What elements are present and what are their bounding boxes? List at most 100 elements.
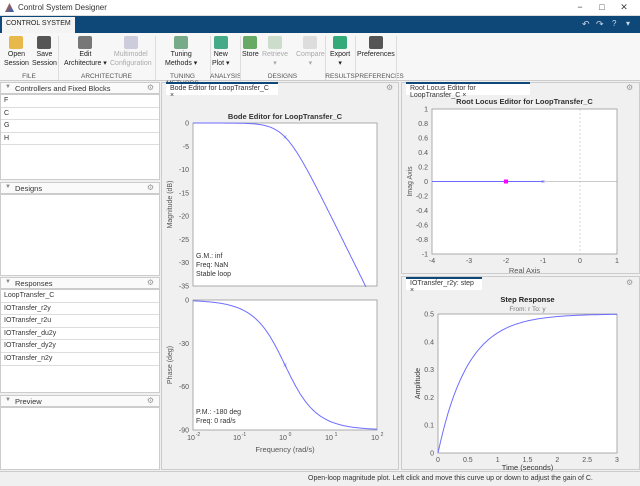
y-tick-label: -0.8 xyxy=(416,237,428,244)
x-tick-label: 0 xyxy=(578,258,582,265)
folder-icon xyxy=(9,36,24,49)
gear-icon[interactable]: ⚙ xyxy=(146,183,154,192)
button-label: ▾ xyxy=(338,59,342,67)
y-tick-label: -20 xyxy=(179,214,189,221)
list-item[interactable]: IOTransfer_r2y xyxy=(1,302,159,316)
collapse-icon[interactable]: ▼ xyxy=(5,84,11,90)
close-button[interactable]: ✕ xyxy=(620,2,628,12)
tab-label: Root Locus Editor for LoopTransfer_C xyxy=(410,85,476,99)
collapse-icon[interactable]: ▼ xyxy=(5,279,11,285)
gear-icon[interactable]: ⚙ xyxy=(626,278,634,287)
multimodel-icon xyxy=(123,36,138,49)
close-tab-icon[interactable]: × xyxy=(462,92,467,99)
list-item[interactable]: C xyxy=(1,107,159,121)
y-tick-label: -10 xyxy=(179,167,189,174)
edit-button[interactable]: Edit Architecture ▾ xyxy=(64,36,107,68)
save-button[interactable]: Save Session xyxy=(32,36,57,68)
undo-icon[interactable]: ↶ xyxy=(582,19,590,29)
x-axis-label: Real Axis xyxy=(509,266,541,275)
button-label: ▾ xyxy=(273,59,277,67)
divider xyxy=(240,36,241,80)
newplot-button[interactable]: New Plot ▾ xyxy=(212,36,230,68)
button-label: Compare xyxy=(296,51,325,58)
save-icon xyxy=(37,36,52,49)
redo-icon[interactable]: ↷ xyxy=(596,19,604,29)
list-item[interactable]: IOTransfer_du2y xyxy=(1,327,159,341)
tuning-button[interactable]: Tuning Methods ▾ xyxy=(165,36,197,68)
collapse-icon[interactable]: ▼ xyxy=(5,397,11,403)
y-tick-label: -30 xyxy=(179,341,189,348)
gear-icon[interactable]: ⚙ xyxy=(146,83,154,92)
status-text: Open-loop magnitude plot. Left click and… xyxy=(308,475,593,482)
collapse-ribbon-icon[interactable]: ▾ xyxy=(626,19,631,28)
divider xyxy=(396,36,397,80)
compare-button[interactable]: Compare ▾ xyxy=(296,36,325,68)
x-tick-exponent: 1 xyxy=(335,432,338,438)
preview-panel-header[interactable]: ▼ Preview ⚙ xyxy=(0,395,160,407)
list-item[interactable]: G xyxy=(1,120,159,133)
controllers-panel-header[interactable]: ▼ Controllers and Fixed Blocks ⚙ xyxy=(0,82,160,94)
gear-icon[interactable]: ⚙ xyxy=(146,278,154,287)
y-tick-label: 0 xyxy=(430,451,434,458)
help-icon[interactable]: ? xyxy=(612,19,617,28)
list-item[interactable]: IOTransfer_n2y xyxy=(1,352,159,366)
divider xyxy=(210,36,211,80)
gear-icon[interactable]: ⚙ xyxy=(626,83,634,92)
tab-step-response[interactable]: IOTransfer_r2y: step × xyxy=(406,277,482,294)
close-tab-icon[interactable]: × xyxy=(410,287,415,294)
magnitude-curve xyxy=(193,122,367,288)
y-axis-label: Magnitude (dB) xyxy=(167,181,174,229)
y-tick-label: -90 xyxy=(179,428,189,435)
list-item[interactable]: LoopTransfer_C xyxy=(1,290,159,303)
y-tick-label: -25 xyxy=(179,237,189,244)
button-label: New xyxy=(213,51,228,58)
export-button[interactable]: Export ▾ xyxy=(330,36,350,68)
designs-panel-header[interactable]: ▼ Designs ⚙ xyxy=(0,182,160,194)
maximize-button[interactable]: □ xyxy=(599,2,605,12)
margin-annotation: P.M.: -180 deg xyxy=(196,409,241,416)
plot-title: Step Response xyxy=(500,295,554,304)
y-tick-label: -0.4 xyxy=(416,208,428,215)
gear-icon[interactable]: ⚙ xyxy=(386,83,394,92)
y-tick-label: 0 xyxy=(185,298,189,305)
store-icon xyxy=(243,36,258,49)
tab-root-locus-editor[interactable]: Root Locus Editor for LoopTransfer_C × xyxy=(406,82,530,99)
x-axis-label: Time (seconds) xyxy=(502,463,554,472)
list-item[interactable]: IOTransfer_dy2y xyxy=(1,340,159,353)
plot-subtitle: From: r To: y xyxy=(509,306,546,313)
button-label: Retrieve xyxy=(262,51,289,58)
open-button[interactable]: Open Session xyxy=(4,36,29,68)
retrieve-button[interactable]: Retrieve ▾ xyxy=(262,36,288,68)
list-item[interactable]: IOTransfer_r2u xyxy=(1,315,159,328)
prefs-button[interactable]: Preferences xyxy=(357,36,395,60)
y-tick-label: 0.4 xyxy=(424,339,434,346)
collapse-icon[interactable]: ▼ xyxy=(5,184,11,190)
close-tab-icon[interactable]: × xyxy=(170,92,175,99)
list-item[interactable]: H xyxy=(1,132,159,146)
y-tick-label: 1 xyxy=(424,107,428,114)
group-label: DESIGNS xyxy=(267,73,298,80)
x-tick-label: 1 xyxy=(496,457,500,464)
group-label: FILE xyxy=(22,73,36,80)
gear-icon[interactable]: ⚙ xyxy=(146,396,154,405)
list-item[interactable]: F xyxy=(1,95,159,108)
plot-area xyxy=(192,122,378,287)
x-tick-label: -2 xyxy=(503,258,509,265)
button-label: Plot ▾ xyxy=(212,59,230,67)
divider xyxy=(325,36,326,80)
button-label: Methods ▾ xyxy=(165,59,198,67)
x-tick-label: -1 xyxy=(540,258,546,265)
tab-control-system[interactable]: CONTROL SYSTEM xyxy=(2,17,75,33)
y-tick-label: 0.3 xyxy=(424,367,434,374)
title-bar: Control System Designer − □ ✕ xyxy=(0,0,640,16)
panel-title: Preview xyxy=(15,397,42,406)
y-axis-label: Amplitude xyxy=(415,368,422,399)
multimodel-button[interactable]: Multimodel Configuration xyxy=(110,36,152,68)
pole-marker: × xyxy=(283,135,287,142)
tab-bode-editor[interactable]: Bode Editor for LoopTransfer_C × xyxy=(166,82,278,99)
minimize-button[interactable]: − xyxy=(577,2,583,12)
store-button[interactable]: Store xyxy=(242,36,259,60)
responses-panel-header[interactable]: ▼ Responses ⚙ xyxy=(0,277,160,289)
